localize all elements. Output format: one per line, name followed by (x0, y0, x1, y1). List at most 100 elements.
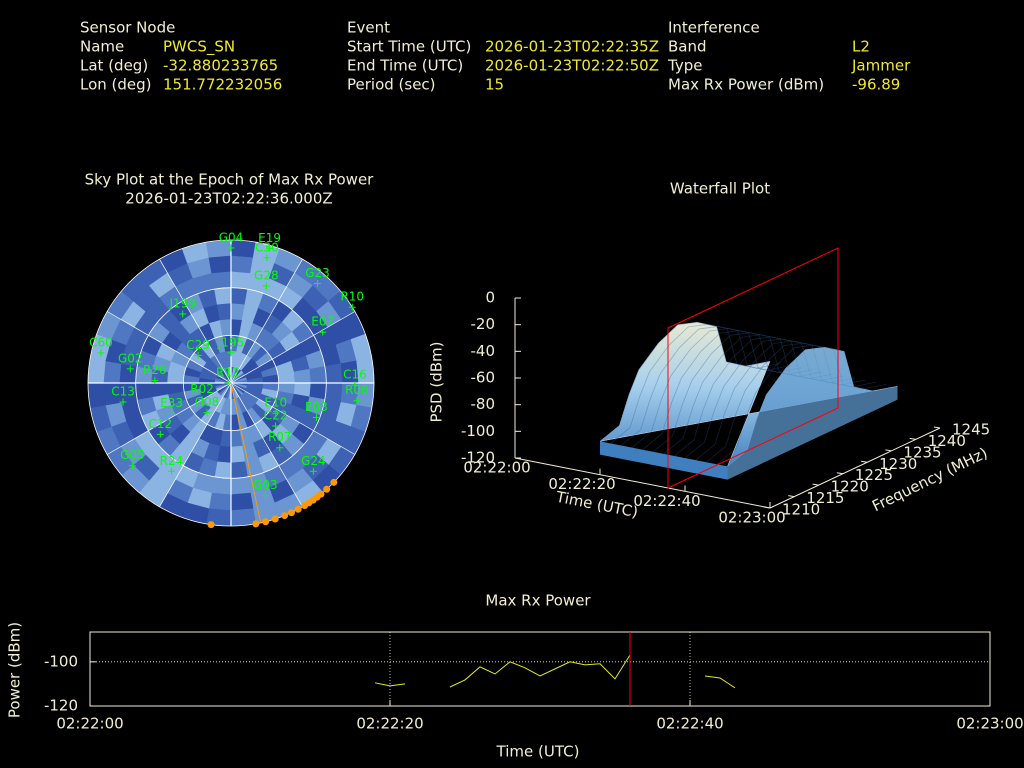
satellite: J199 (168, 297, 196, 318)
satellite: C60 (89, 335, 113, 357)
x-tick-label: 02:22:00 (56, 715, 123, 733)
field-label: Start Time (UTC) (347, 38, 471, 56)
satellite: R24 (160, 454, 184, 475)
sky-cell (211, 476, 232, 495)
y-tick (812, 483, 819, 486)
jammer-track-point (317, 490, 325, 498)
field-label: Type (667, 57, 702, 75)
satellite: C13 (111, 385, 135, 406)
satellite-label: R24 (160, 454, 184, 468)
field-value: 15 (485, 76, 504, 94)
x-tick-label: 02:22:40 (633, 492, 700, 510)
satellite-label: J199 (168, 297, 195, 311)
sky-cell (151, 382, 169, 398)
satellite-label: C22 (264, 409, 288, 423)
surface-side (600, 441, 728, 480)
azimuth-spoke (159, 382, 232, 508)
satellite-label: G04 (219, 230, 244, 244)
section-title: Event (347, 19, 390, 37)
z-axis-label: PSD (dBm) (428, 341, 446, 422)
sky-cell (211, 271, 232, 290)
jammer-track-point (262, 518, 270, 526)
satellite-label: E03 (305, 400, 328, 414)
satellite: G24 (301, 454, 326, 475)
satellite-label: C12 (148, 417, 172, 431)
y-tick-label: 1230 (879, 455, 917, 473)
satellite-label: R10 (340, 290, 364, 304)
z-tick-label: -120 (461, 449, 495, 467)
sky-cell (293, 368, 311, 384)
jammer-track-point (207, 521, 215, 529)
sky-cell (230, 445, 246, 463)
y-tick-label: 1245 (952, 421, 990, 439)
y-tick (885, 449, 892, 452)
azimuth-spoke (230, 382, 303, 508)
sky-cell (119, 363, 138, 384)
frequency-axis (769, 427, 941, 509)
satellite: C29 (186, 338, 210, 359)
z-tick-label: -20 (471, 315, 496, 333)
satellite-label: R08 (345, 383, 369, 397)
sky-cell (208, 255, 232, 274)
satellite-label: G28 (254, 268, 279, 282)
satellite-label: J195 (217, 335, 244, 349)
y-tick-label: 1240 (928, 432, 966, 450)
surface-slice (620, 326, 792, 446)
jammer-track-point (252, 520, 260, 528)
sky-cell (208, 492, 232, 511)
field-label: Period (sec) (347, 76, 436, 94)
azimuth-spoke (159, 258, 232, 384)
sky-cell (216, 303, 232, 321)
field-label: Band (668, 38, 707, 56)
sky-cell (230, 255, 254, 274)
satellite: E07 (311, 315, 334, 336)
field-value: 2026-01-23T02:22:50Z (485, 57, 659, 75)
satellite-label: C29 (186, 338, 210, 352)
azimuth-spoke (230, 382, 356, 455)
satellite-label: G24 (301, 454, 326, 468)
satellite: G02 (118, 351, 143, 373)
y-tick (861, 460, 868, 463)
satellite: C16 (343, 368, 367, 389)
surface-slice (599, 321, 771, 442)
y-tick (836, 472, 843, 475)
satellite: R20 (143, 363, 167, 384)
satellite-label: G23 (305, 266, 330, 280)
satellite-label: G08 (195, 395, 220, 409)
satellite-label: R02 (190, 382, 214, 396)
satellite: R08 (345, 383, 369, 405)
jammer-track-point (294, 505, 302, 513)
y-tick (763, 506, 771, 509)
power-line (374, 654, 736, 689)
satellite: G03 (253, 478, 278, 499)
satellite: E33 (160, 396, 183, 417)
y-tick-label: 1220 (831, 478, 869, 496)
azimuth-spoke (106, 311, 232, 384)
y-tick (788, 495, 795, 498)
satellite: G08 (195, 395, 220, 417)
sky-cell (230, 271, 251, 290)
satellite: C30 (255, 240, 279, 262)
satellite-label: C30 (255, 240, 279, 254)
satellite: G28 (254, 268, 279, 290)
x-tick-label: 02:23:00 (956, 715, 1023, 733)
field-label: Max Rx Power (dBm) (668, 76, 824, 94)
chart-subtitle: 2026-01-23T02:22:36.000Z (125, 190, 332, 208)
jammer-track-point (271, 515, 279, 523)
jammer-track-point (281, 512, 289, 520)
y-tick-label: 1225 (855, 466, 893, 484)
satellite: G05 (120, 448, 145, 470)
field-value: -96.89 (852, 76, 900, 94)
jammer-track-point (330, 478, 338, 486)
sky-cell (308, 366, 327, 384)
y-tick-label: -120 (44, 697, 78, 715)
satellite: R10 (340, 290, 364, 311)
azimuth-spoke (230, 258, 303, 384)
field-label: Name (80, 38, 124, 56)
y-axis-label: Power (dBm) (6, 622, 24, 718)
field-value: 2026-01-23T02:22:35Z (485, 38, 659, 56)
sky-cell (87, 382, 107, 409)
y-tick-label: 1235 (903, 443, 941, 461)
z-tick-label: -100 (461, 422, 495, 440)
